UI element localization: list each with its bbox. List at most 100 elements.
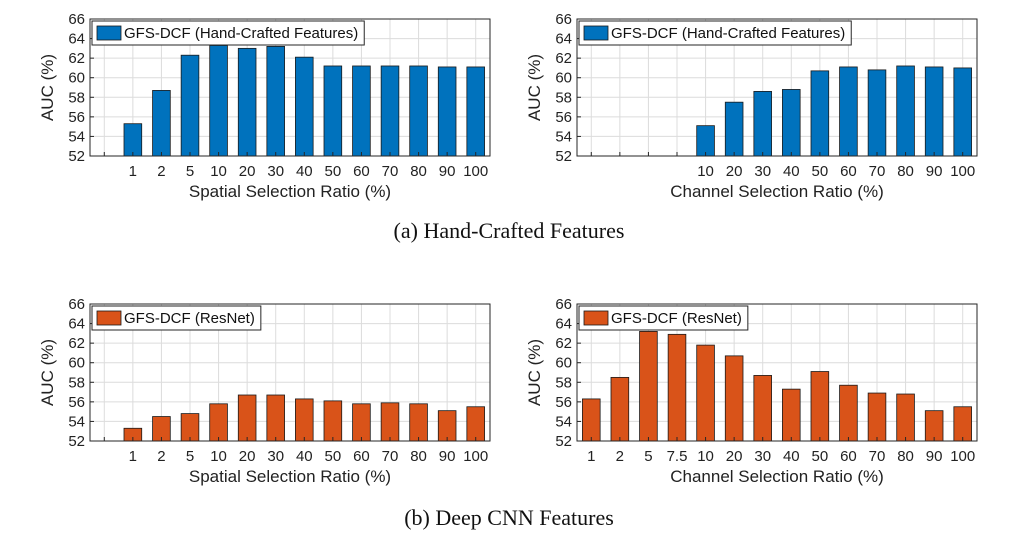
x-tick-label: 90	[439, 163, 456, 180]
x-tick-label: 70	[382, 163, 399, 180]
x-tick-label: 40	[783, 163, 800, 180]
bar-60	[839, 66, 858, 157]
x-tick-label: 30	[754, 163, 771, 180]
bar-80	[409, 65, 428, 157]
bar-50	[323, 65, 343, 157]
x-tick-label: 40	[296, 163, 313, 180]
x-tick-label: 10	[210, 163, 227, 180]
legend-swatch	[583, 25, 609, 41]
x-tick-label: 5	[186, 448, 194, 465]
chart-svg: 52 54 56 58 60 62 64 66 1 2 5 7.5 10 20 30 40 50 60 70 80 90…	[525, 296, 978, 486]
y-tick-label: 56	[68, 109, 85, 126]
x-tick-label: 30	[267, 163, 284, 180]
y-tick-label: 60	[68, 70, 85, 87]
x-tick-label: 10	[697, 163, 714, 180]
bar-70	[867, 392, 887, 442]
y-tick-label: 58	[555, 89, 572, 106]
legend: GFS-DCF (ResNet)	[578, 305, 749, 331]
y-tick-label: 58	[68, 89, 85, 106]
bar-40	[782, 388, 801, 442]
bar-40	[295, 398, 314, 442]
x-tick-label: 80	[897, 448, 914, 465]
bar-80	[409, 403, 428, 442]
bar-60	[839, 384, 858, 442]
bar-20	[237, 47, 257, 157]
bar-60	[352, 403, 371, 442]
bar-70	[380, 402, 400, 442]
chart-svg: 52 54 56 58 60 62 64 66 10 20 30 40 50 60 70 80 90 100 Cha…	[525, 11, 978, 201]
x-tick-label: 7.5	[667, 448, 688, 465]
bar-20	[237, 394, 257, 442]
x-tick-label: 60	[353, 448, 370, 465]
bar-40	[782, 89, 801, 157]
x-tick-label: 70	[382, 448, 399, 465]
x-tick-label: 20	[239, 163, 256, 180]
bar-30	[266, 46, 285, 157]
y-tick-label: 54	[68, 413, 85, 430]
y-tick-label: 52	[68, 433, 85, 450]
bar-10	[209, 403, 228, 442]
bar-90	[437, 66, 457, 157]
y-tick-label: 62	[555, 50, 572, 67]
axes-box	[89, 18, 491, 157]
x-tick-label: 60	[840, 163, 857, 180]
x-tick-label: 30	[267, 448, 284, 465]
bar-100	[466, 406, 485, 442]
legend-label: GFS-DCF (Hand-Crafted Features)	[124, 25, 358, 42]
bar-5	[180, 413, 200, 442]
bar-60	[352, 65, 371, 157]
y-tick-label: 52	[555, 148, 572, 165]
x-tick-label: 100	[463, 163, 488, 180]
bar-90	[924, 410, 944, 442]
x-tick-label: 80	[410, 163, 427, 180]
bar-20	[724, 355, 744, 442]
bar-80	[896, 65, 915, 157]
x-tick-label: 20	[726, 163, 743, 180]
x-tick-label: 5	[644, 448, 652, 465]
legend-box	[91, 20, 365, 46]
bar-90	[924, 66, 944, 157]
x-tick-label: 80	[410, 448, 427, 465]
x-tick-label: 90	[926, 163, 943, 180]
x-tick-label: 100	[950, 163, 975, 180]
legend: GFS-DCF (Hand-Crafted Features)	[91, 20, 365, 46]
bar-50	[810, 371, 830, 442]
axes-box	[89, 303, 491, 442]
x-tick-label: 100	[950, 448, 975, 465]
bar-40	[295, 56, 314, 157]
x-tick-label: 50	[325, 163, 342, 180]
x-tick-label: 90	[926, 448, 943, 465]
y-tick-label: 56	[555, 109, 572, 126]
caption-b: (b) Deep CNN Features	[404, 505, 614, 530]
bar-30	[753, 91, 772, 157]
y-tick-label: 64	[68, 31, 85, 48]
y-tick-label: 64	[555, 316, 572, 333]
x-tick-label: 60	[353, 163, 370, 180]
bar-2	[152, 90, 171, 157]
x-axis-label: Spatial Selection Ratio (%)	[189, 467, 391, 486]
y-axis-label: AUC (%)	[525, 54, 544, 121]
legend: GFS-DCF (Hand-Crafted Features)	[578, 20, 852, 46]
y-tick-label: 64	[68, 316, 85, 333]
y-tick-label: 66	[68, 296, 85, 313]
y-tick-label: 66	[555, 296, 572, 313]
legend-label: GFS-DCF (ResNet)	[611, 310, 742, 327]
y-axis-label: AUC (%)	[38, 339, 57, 406]
x-tick-label: 30	[754, 448, 771, 465]
y-tick-label: 52	[68, 148, 85, 165]
bar-50	[810, 70, 830, 157]
legend-swatch	[96, 25, 122, 41]
bar-30	[266, 394, 285, 442]
y-tick-label: 62	[68, 335, 85, 352]
x-tick-label: 20	[726, 448, 743, 465]
x-tick-label: 5	[186, 163, 194, 180]
legend-box	[578, 20, 852, 46]
bar-100	[953, 67, 972, 157]
legend-label: GFS-DCF (ResNet)	[124, 310, 255, 327]
bar-100	[953, 406, 972, 442]
caption-a: (a) Hand-Crafted Features	[393, 218, 625, 243]
x-tick-label: 1	[587, 448, 595, 465]
bar-1	[582, 398, 601, 442]
bar-1	[123, 123, 143, 157]
x-tick-label: 80	[897, 163, 914, 180]
